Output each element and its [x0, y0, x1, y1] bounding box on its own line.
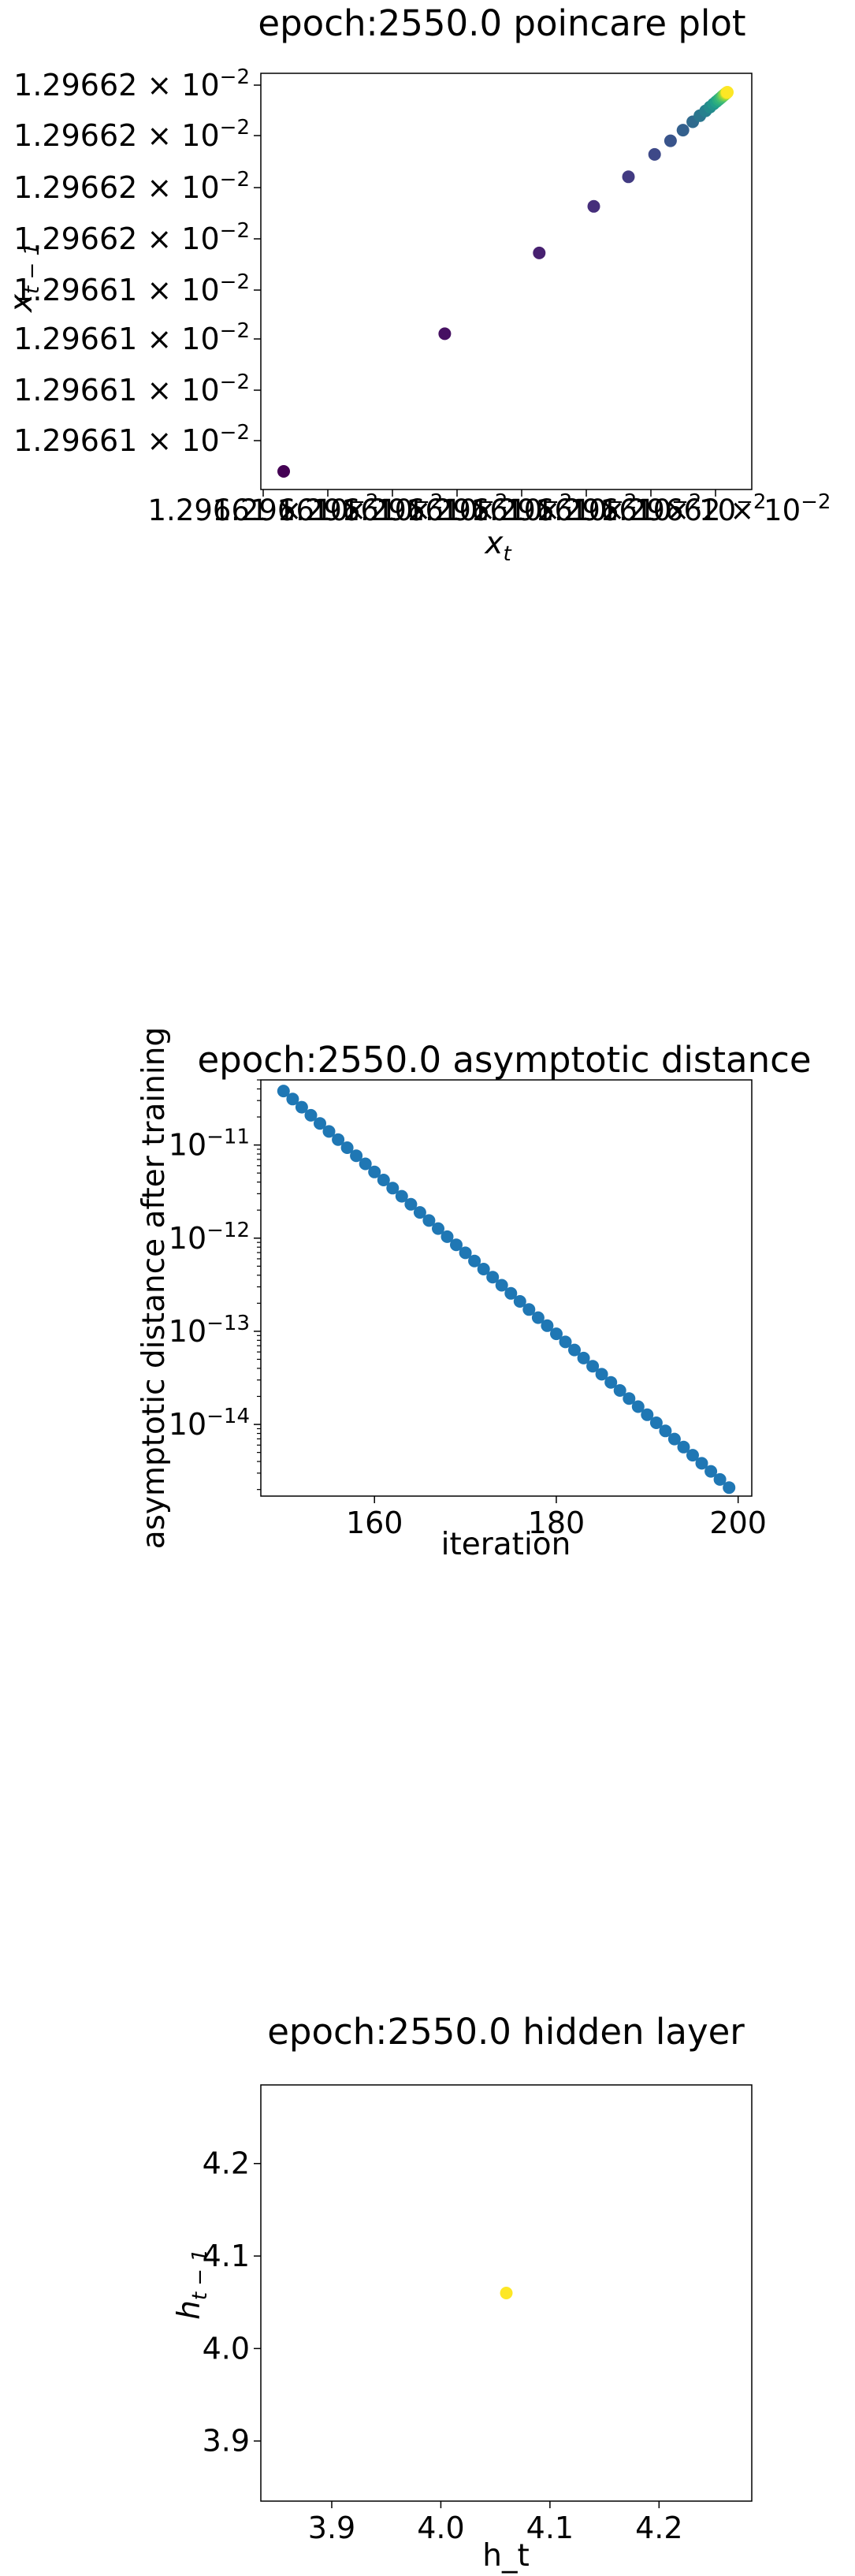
hidden-layer-y-ticks: 3.94.04.14.2: [203, 2146, 261, 2459]
poincare-x-label: xt: [483, 526, 511, 566]
hidden-layer-chart: epoch:2550.0 hidden layer 3.9 4.0 4.1 4.2 3…: [172, 2011, 752, 2574]
poincare-point: [533, 247, 545, 259]
hidden-layer-x-tick-label: 4.2: [635, 2511, 682, 2545]
poincare-point: [664, 135, 677, 147]
poincare-y-ticks: 1.29661 × 10−2 1.29661 × 10−2 1.29661 × 10…: [13, 65, 261, 458]
poincare-points: [277, 86, 734, 478]
hidden-layer-x-label: h_t: [482, 2538, 530, 2574]
poincare-y-label: xt − 1: [4, 243, 44, 314]
poincare-x-tick-label: 1.29662 × 10−2: [600, 490, 831, 527]
poincare-y-tick-label: 1.29661 × 10−2: [13, 370, 250, 408]
poincare-y-tick-label: 1.29661 × 10−2: [13, 421, 250, 458]
poincare-y-tick-label: 1.29661 × 10−2: [13, 319, 250, 356]
poincare-point: [649, 148, 661, 161]
poincare-y-tick-label: 1.29662 × 10−2: [13, 65, 250, 102]
poincare-plot-frame: [261, 73, 752, 490]
hidden-layer-y-label: ht − 1: [172, 2249, 212, 2320]
asymptotic-points: [277, 1085, 735, 1494]
asymptotic-y-label: asymptotic distance after training: [136, 1027, 172, 1550]
asymptotic-x-tick-label: 200: [709, 1506, 767, 1540]
asymptotic-title: epoch:2550.0 asymptotic distance: [197, 1039, 811, 1081]
hidden-layer-y-tick-label: 4.2: [203, 2146, 250, 2181]
asymptotic-y-tick-label: 10−13: [169, 1312, 250, 1349]
poincare-y-tick-label: 1.29662 × 10−2: [13, 168, 250, 205]
asymptotic-x-tick-label: 160: [346, 1506, 403, 1540]
poincare-point: [721, 86, 734, 99]
hidden-layer-title: epoch:2550.0 hidden layer: [267, 2011, 745, 2053]
asymptotic-y-tick-label: 10−14: [169, 1405, 250, 1442]
asymptotic-point: [723, 1481, 735, 1494]
hidden-layer-point: [500, 2287, 513, 2299]
poincare-point: [677, 124, 690, 136]
asymptotic-x-label: iteration: [441, 1527, 571, 1562]
hidden-layer-points: [500, 2287, 513, 2299]
hidden-layer-y-tick-label: 3.9: [203, 2424, 250, 2459]
hidden-layer-x-tick-label: 4.1: [526, 2511, 574, 2545]
asymptotic-y-tick-label: 10−12: [169, 1219, 250, 1256]
poincare-x-ticks: 1.29661 × 10−21.29661 × 10−21.29661 × 10…: [148, 490, 831, 527]
poincare-point: [438, 327, 451, 340]
asymptotic-y-ticks: 10−11 10−12 10−13 10−14: [169, 1080, 261, 1490]
poincare-y-tick-label: 1.29662 × 10−2: [13, 116, 250, 153]
hidden-layer-x-tick-label: 3.9: [308, 2511, 355, 2545]
poincare-y-tick-label: 1.29662 × 10−2: [13, 219, 250, 256]
poincare-point: [623, 170, 635, 183]
poincare-title: epoch:2550.0 poincare plot: [258, 2, 745, 44]
poincare-chart: epoch:2550.0 poincare plot 1.29661 × 10−…: [4, 2, 831, 566]
poincare-y-tick-label: 1.29661 × 10−2: [13, 270, 250, 307]
poincare-point: [588, 200, 600, 213]
asymptotic-chart: epoch:2550.0 asymptotic distance 10−1110…: [136, 1027, 812, 1562]
hidden-layer-x-tick-label: 4.0: [417, 2511, 464, 2545]
poincare-point: [277, 465, 290, 478]
hidden-layer-y-tick-label: 4.0: [203, 2331, 250, 2366]
asymptotic-y-tick-label: 10−11: [169, 1126, 250, 1163]
